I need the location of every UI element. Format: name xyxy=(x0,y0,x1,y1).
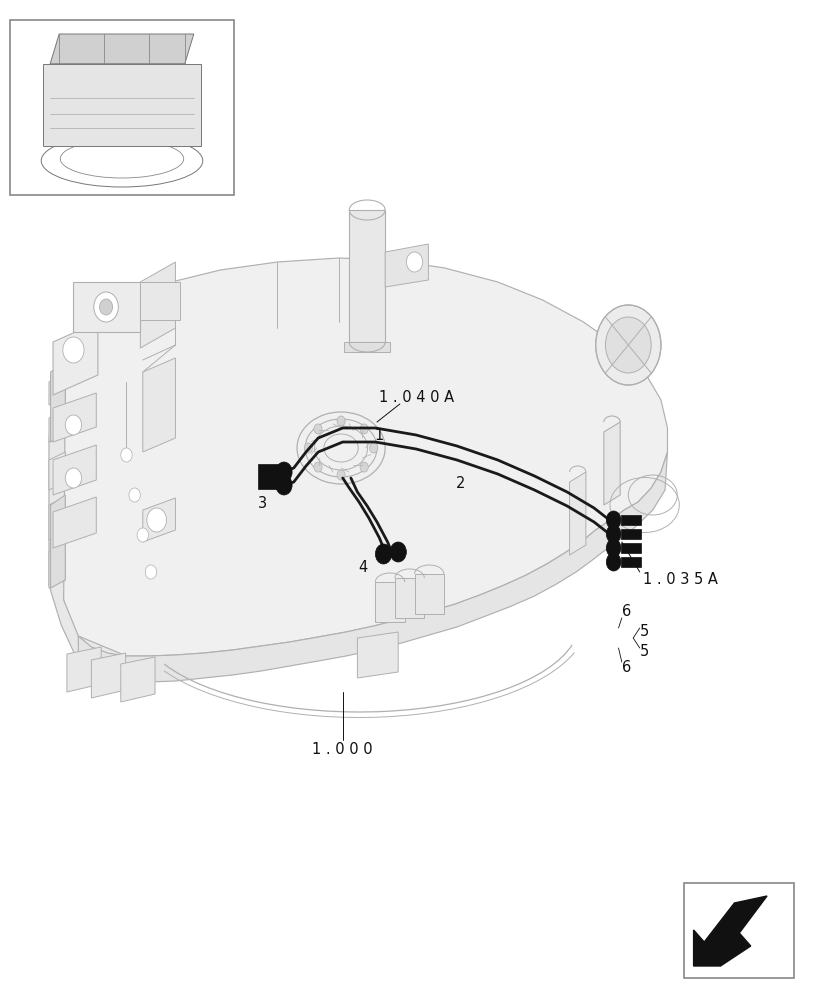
Bar xyxy=(258,464,284,489)
Polygon shape xyxy=(375,582,405,622)
Circle shape xyxy=(337,470,345,480)
Text: 4: 4 xyxy=(358,560,368,576)
Polygon shape xyxy=(43,64,201,146)
Circle shape xyxy=(147,508,166,532)
Text: A: A xyxy=(281,482,290,494)
Text: 1 . 0 3 5 A: 1 . 0 3 5 A xyxy=(643,572,718,587)
Circle shape xyxy=(100,299,113,315)
Circle shape xyxy=(121,448,132,462)
Circle shape xyxy=(606,539,621,557)
Text: 3: 3 xyxy=(258,496,268,512)
Polygon shape xyxy=(49,374,65,405)
Polygon shape xyxy=(67,647,101,692)
Text: 1 . 0 0 0: 1 . 0 0 0 xyxy=(313,742,373,758)
Polygon shape xyxy=(73,282,140,332)
Polygon shape xyxy=(121,657,155,702)
Circle shape xyxy=(375,544,392,564)
Bar xyxy=(621,557,641,567)
Polygon shape xyxy=(51,362,65,442)
Polygon shape xyxy=(349,210,385,342)
Circle shape xyxy=(314,462,322,472)
Polygon shape xyxy=(49,497,65,540)
Polygon shape xyxy=(61,258,667,656)
Text: 5: 5 xyxy=(640,645,649,660)
Bar xyxy=(621,529,641,539)
Circle shape xyxy=(314,424,322,434)
Polygon shape xyxy=(51,495,65,588)
Polygon shape xyxy=(53,497,96,548)
Polygon shape xyxy=(49,544,65,588)
Text: 6: 6 xyxy=(622,660,631,676)
Polygon shape xyxy=(143,498,175,542)
Polygon shape xyxy=(604,422,620,505)
Text: 5: 5 xyxy=(640,624,649,640)
Polygon shape xyxy=(53,393,96,442)
Circle shape xyxy=(65,415,82,435)
Polygon shape xyxy=(415,574,444,614)
Text: 2: 2 xyxy=(456,477,466,491)
Polygon shape xyxy=(140,282,180,320)
Circle shape xyxy=(145,565,157,579)
Circle shape xyxy=(304,443,313,453)
Polygon shape xyxy=(53,322,98,395)
Text: 1: 1 xyxy=(375,428,384,442)
Circle shape xyxy=(605,317,651,373)
Polygon shape xyxy=(344,342,390,352)
Bar xyxy=(684,883,794,978)
Polygon shape xyxy=(140,262,175,348)
Circle shape xyxy=(390,542,406,562)
Circle shape xyxy=(406,252,423,272)
Polygon shape xyxy=(570,472,586,555)
Circle shape xyxy=(606,525,621,543)
Circle shape xyxy=(94,292,118,322)
Polygon shape xyxy=(91,653,126,698)
Circle shape xyxy=(337,416,345,426)
Polygon shape xyxy=(694,896,767,966)
Circle shape xyxy=(137,528,149,542)
Text: 1 . 0 4 0 A: 1 . 0 4 0 A xyxy=(379,390,454,406)
Bar xyxy=(10,20,234,195)
Polygon shape xyxy=(395,578,424,618)
Circle shape xyxy=(370,443,378,453)
Circle shape xyxy=(276,475,292,495)
Text: 6: 6 xyxy=(622,604,631,619)
Polygon shape xyxy=(49,452,65,490)
Polygon shape xyxy=(143,358,175,452)
Polygon shape xyxy=(49,410,65,442)
Polygon shape xyxy=(53,445,96,495)
Circle shape xyxy=(129,488,140,502)
Circle shape xyxy=(360,462,368,472)
Polygon shape xyxy=(78,452,667,682)
Polygon shape xyxy=(385,244,428,287)
Polygon shape xyxy=(357,632,398,678)
Polygon shape xyxy=(49,382,126,682)
Bar xyxy=(621,543,641,553)
Circle shape xyxy=(606,511,621,529)
Polygon shape xyxy=(51,34,194,64)
Circle shape xyxy=(360,424,368,434)
Circle shape xyxy=(63,337,84,363)
Circle shape xyxy=(606,553,621,571)
Bar xyxy=(621,515,641,525)
Circle shape xyxy=(596,305,661,385)
Circle shape xyxy=(65,468,82,488)
Polygon shape xyxy=(67,330,80,382)
Circle shape xyxy=(276,462,292,482)
